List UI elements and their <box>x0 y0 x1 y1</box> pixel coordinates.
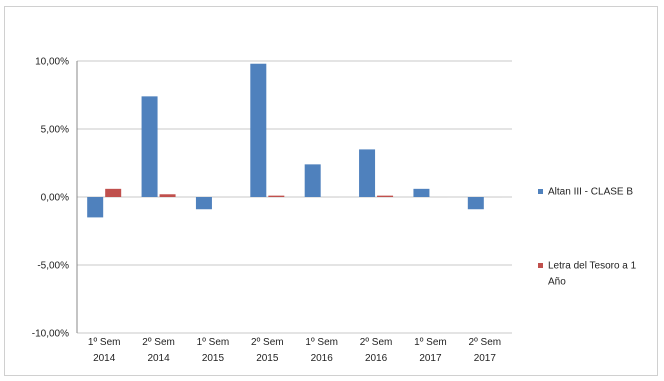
x-tick-label-line: 2017 <box>419 353 442 364</box>
x-tick-label-line: 2º Sem <box>142 337 175 348</box>
x-tick-label-line: 1º Sem <box>305 337 338 348</box>
legend-swatch <box>538 263 543 268</box>
bar-altan <box>141 96 158 197</box>
legend-label: Altan III - CLASE B <box>548 187 633 198</box>
x-tick-label: 1º Sem 2014 <box>88 337 121 364</box>
bar-letra <box>268 195 285 197</box>
legend-label-line: Altan III - CLASE B <box>548 187 633 198</box>
x-tick-label: 1º Sem 2015 <box>197 337 230 364</box>
x-tick-label-line: 2015 <box>256 353 279 364</box>
bar-letra <box>159 194 176 197</box>
x-tick-label-line: 2015 <box>202 353 225 364</box>
x-tick-label-line: 2016 <box>311 353 334 364</box>
x-tick-label-line: 1º Sem <box>197 337 230 348</box>
x-tick-label-line: 2º Sem <box>360 337 393 348</box>
bar-altan <box>467 197 484 210</box>
x-tick-labels: 1º Sem 2014 2º Sem 2014 1º Sem 2015 2º Sem 2015… <box>88 337 501 364</box>
x-tick-label-line: 1º Sem <box>88 337 121 348</box>
legend-label-line: Año <box>548 277 566 288</box>
x-tick-label: 2º Sem 2014 <box>142 337 175 364</box>
legend-swatch <box>538 189 543 194</box>
legend-label: Letra del Tesoro a 1 Año <box>548 261 637 288</box>
x-tick-label-line: 1º Sem <box>414 337 447 348</box>
legend: Altan III - CLASE B Letra del Tesoro a 1 A… <box>538 187 637 288</box>
bar-altan <box>359 149 376 197</box>
bar-altan <box>195 197 212 210</box>
x-tick-label-line: 2016 <box>365 353 388 364</box>
legend-label-line: Letra del Tesoro a 1 <box>548 261 637 272</box>
x-tick-label: 1º Sem 2016 <box>305 337 338 364</box>
y-tick-label: 10,00% <box>35 57 69 68</box>
y-tick-labels: 10,00% 5,00% 0,00% -5,00% -10,00% <box>32 57 69 340</box>
x-tick-label-line: 2017 <box>474 353 497 364</box>
x-tick-label-line: 2014 <box>147 353 170 364</box>
y-tick-label: 0,00% <box>41 193 69 204</box>
x-tick-label: 2º Sem 2017 <box>469 337 502 364</box>
x-tick-label: 2º Sem 2015 <box>251 337 284 364</box>
bars <box>87 63 502 218</box>
x-tick-label-line: 2º Sem <box>469 337 502 348</box>
bar-altan <box>250 63 267 197</box>
x-tick-label-line: 2014 <box>93 353 116 364</box>
bar-altan <box>87 197 104 218</box>
y-tick-label: -5,00% <box>37 261 69 272</box>
x-tick-label: 2º Sem 2016 <box>360 337 393 364</box>
bar-altan <box>413 188 430 197</box>
y-tick-label: 5,00% <box>41 125 69 136</box>
x-tick-label: 1º Sem 2017 <box>414 337 447 364</box>
x-tick-label-line: 2º Sem <box>251 337 284 348</box>
y-tick-label: -10,00% <box>32 329 69 340</box>
bar-letra <box>377 195 394 197</box>
bar-letra <box>105 188 122 197</box>
bar-altan <box>304 164 321 197</box>
